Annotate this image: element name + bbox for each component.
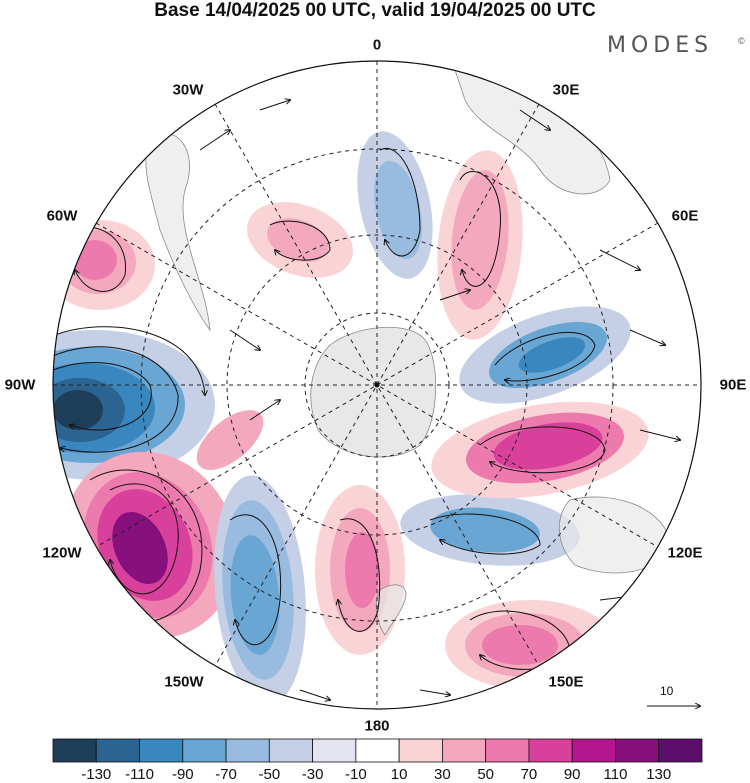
antarctica — [310, 326, 437, 458]
colorbar-swatch — [225, 738, 270, 763]
colorbar-swatch — [398, 738, 443, 763]
modes-logo: MODES — [607, 33, 714, 58]
colorbar-tick-label: -50 — [258, 766, 281, 783]
colorbar-swatch — [658, 738, 703, 763]
colorbar-swatch — [95, 738, 140, 763]
colorbar-tick-label: 30 — [434, 766, 451, 783]
colorbar-swatch — [312, 738, 357, 763]
colorbar-tick-label: 70 — [520, 766, 538, 783]
lon-label-150w: 150W — [164, 673, 204, 691]
colorbar-swatch — [52, 738, 97, 763]
colorbar-swatch — [355, 738, 400, 763]
colorbar-tick-label: 50 — [477, 766, 494, 783]
colorbar-tick-label: 10 — [390, 766, 408, 783]
lon-label-120w: 120W — [42, 544, 82, 562]
colorbar-swatch — [571, 738, 616, 763]
lon-label-30w: 30W — [172, 81, 204, 99]
colorbar-tick-label: -110 — [125, 766, 154, 783]
colorbar-tick-label: 90 — [563, 766, 581, 783]
colorbar-tick-label: -30 — [301, 766, 324, 783]
reference-vector-label: 10 — [660, 684, 674, 698]
south-pole-marker — [374, 382, 380, 388]
colorbar-swatch — [528, 738, 573, 763]
colorbar-tick-label: -90 — [171, 766, 194, 783]
colorbar-swatch — [139, 738, 184, 763]
copyright-mark: © — [738, 36, 745, 46]
lon-label-60e: 60E — [671, 207, 699, 225]
lon-label-30e: 30E — [552, 81, 580, 99]
colorbar-swatch — [615, 738, 660, 763]
map-border — [52, 60, 702, 710]
colorbar-swatch — [441, 738, 487, 763]
colorbar-swatch — [182, 738, 227, 763]
colorbar-tick-label: -10 — [345, 766, 367, 783]
lon-label-180: 180 — [364, 717, 390, 735]
lon-label-90w: 90W — [4, 376, 36, 394]
colorbar-tick-label: -70 — [215, 766, 237, 783]
colorbar-swatch — [268, 738, 314, 763]
colorbar-tick-label: -130 — [81, 766, 112, 783]
colorbar-tick-label: 110 — [603, 766, 628, 783]
colorbar-tick-label: 130 — [646, 766, 672, 783]
lon-label-90e: 90E — [719, 376, 747, 394]
lon-label-150e: 150E — [548, 673, 584, 691]
lon-label-120e: 120E — [667, 544, 703, 562]
lon-label-60w: 60W — [46, 207, 78, 225]
colorbar-swatch — [485, 738, 530, 763]
lon-label-0: 0 — [372, 36, 382, 54]
south-america — [145, 133, 211, 332]
map-title: Base 14/04/2025 00 UTC, valid 19/04/2025… — [154, 0, 596, 21]
colorbar — [52, 738, 703, 763]
wind-streamlines — [53, 100, 680, 700]
